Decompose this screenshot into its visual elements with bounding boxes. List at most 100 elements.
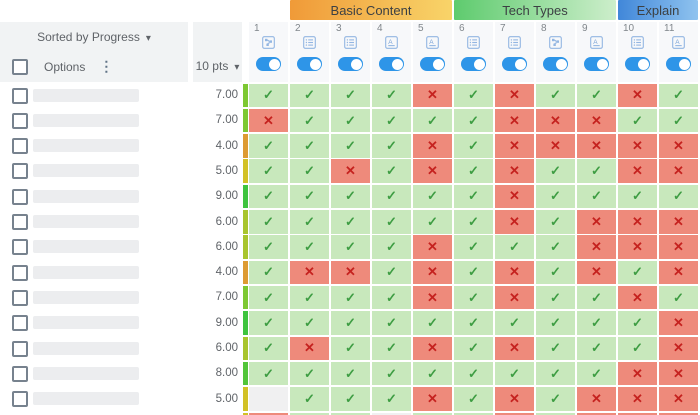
answer-cell-check[interactable]: ✓ bbox=[290, 361, 329, 386]
answer-cell-check[interactable]: ✓ bbox=[290, 83, 329, 107]
answer-cell-check[interactable]: ✓ bbox=[331, 108, 370, 133]
answer-cell-x[interactable]: ✕ bbox=[495, 184, 534, 209]
student-checkbox[interactable] bbox=[12, 239, 28, 256]
answer-cell-x[interactable]: ✕ bbox=[618, 83, 657, 107]
answer-cell-check[interactable]: ✓ bbox=[454, 159, 493, 183]
answer-cell-check[interactable]: ✓ bbox=[413, 361, 452, 386]
question-column-header-3[interactable]: 3 bbox=[331, 22, 370, 82]
student-checkbox[interactable] bbox=[12, 163, 28, 180]
student-checkbox[interactable] bbox=[12, 188, 28, 205]
sort-dropdown[interactable]: Sorted by Progress ▾ bbox=[0, 30, 188, 44]
answer-cell-x[interactable]: ✕ bbox=[618, 387, 657, 411]
answer-cell-check[interactable]: ✓ bbox=[536, 235, 575, 259]
answer-cell-check[interactable]: ✓ bbox=[372, 159, 411, 183]
answer-cell-x[interactable]: ✕ bbox=[331, 159, 370, 183]
answer-cell-check[interactable]: ✓ bbox=[536, 83, 575, 107]
answer-cell-x[interactable]: ✕ bbox=[618, 285, 657, 310]
answer-cell-check[interactable]: ✓ bbox=[249, 235, 288, 259]
question-column-header-2[interactable]: 2 bbox=[290, 22, 329, 82]
answer-cell-x[interactable]: ✕ bbox=[413, 235, 452, 259]
answer-cell-check[interactable]: ✓ bbox=[659, 83, 698, 107]
answer-cell-x[interactable]: ✕ bbox=[577, 210, 616, 234]
student-checkbox[interactable] bbox=[12, 315, 28, 332]
answer-cell-x[interactable]: ✕ bbox=[618, 210, 657, 234]
answer-cell-check[interactable]: ✓ bbox=[290, 412, 329, 415]
student-name-placeholder[interactable] bbox=[33, 316, 139, 330]
student-name-placeholder[interactable] bbox=[33, 265, 139, 279]
answer-cell-x[interactable]: ✕ bbox=[249, 412, 288, 415]
answer-cell-check[interactable]: ✓ bbox=[331, 210, 370, 234]
answer-cell-check[interactable]: ✓ bbox=[372, 260, 411, 285]
question-toggle[interactable] bbox=[420, 57, 445, 71]
answer-cell-x[interactable]: ✕ bbox=[413, 159, 452, 183]
answer-cell-x[interactable]: ✕ bbox=[249, 108, 288, 133]
answer-cell-check[interactable]: ✓ bbox=[331, 387, 370, 411]
answer-cell-check[interactable]: ✓ bbox=[659, 285, 698, 310]
answer-cell-check[interactable]: ✓ bbox=[454, 184, 493, 209]
answer-cell-check[interactable]: ✓ bbox=[454, 260, 493, 285]
question-toggle[interactable] bbox=[461, 57, 486, 71]
answer-cell-check[interactable]: ✓ bbox=[249, 260, 288, 285]
answer-cell-check[interactable]: ✓ bbox=[290, 311, 329, 335]
answer-cell-check[interactable]: ✓ bbox=[413, 184, 452, 209]
answer-cell-check[interactable]: ✓ bbox=[659, 108, 698, 133]
answer-cell-x[interactable]: ✕ bbox=[495, 260, 534, 285]
answer-cell-check[interactable]: ✓ bbox=[331, 134, 370, 158]
answer-cell-check[interactable]: ✓ bbox=[454, 311, 493, 335]
answer-cell-check[interactable]: ✓ bbox=[372, 285, 411, 310]
answer-cell-check[interactable]: ✓ bbox=[577, 311, 616, 335]
answer-cell-check[interactable]: ✓ bbox=[372, 235, 411, 259]
answer-cell-check[interactable]: ✓ bbox=[372, 108, 411, 133]
student-checkbox[interactable] bbox=[12, 112, 28, 129]
answer-cell-check[interactable]: ✓ bbox=[454, 412, 493, 415]
answer-cell-x[interactable]: ✕ bbox=[413, 83, 452, 107]
answer-cell-x[interactable]: ✕ bbox=[659, 134, 698, 158]
answer-cell-check[interactable]: ✓ bbox=[331, 336, 370, 360]
question-toggle[interactable] bbox=[584, 57, 609, 71]
student-checkbox[interactable] bbox=[12, 289, 28, 306]
answer-cell-x[interactable]: ✕ bbox=[495, 412, 534, 415]
question-toggle[interactable] bbox=[297, 57, 322, 71]
answer-cell-x[interactable]: ✕ bbox=[659, 387, 698, 411]
answer-cell-check[interactable]: ✓ bbox=[536, 260, 575, 285]
student-name-placeholder[interactable] bbox=[33, 164, 139, 178]
answer-cell-x[interactable]: ✕ bbox=[290, 336, 329, 360]
answer-cell-check[interactable]: ✓ bbox=[249, 184, 288, 209]
answer-cell-x[interactable]: ✕ bbox=[413, 285, 452, 310]
student-checkbox[interactable] bbox=[12, 391, 28, 408]
answer-cell-x[interactable]: ✕ bbox=[618, 134, 657, 158]
answer-cell-check[interactable]: ✓ bbox=[536, 184, 575, 209]
answer-cell-x[interactable]: ✕ bbox=[495, 285, 534, 310]
answer-cell-x[interactable]: ✕ bbox=[413, 336, 452, 360]
answer-cell-check[interactable]: ✓ bbox=[618, 260, 657, 285]
answer-cell-check[interactable]: ✓ bbox=[331, 361, 370, 386]
answer-cell-x[interactable]: ✕ bbox=[413, 387, 452, 411]
answer-cell-x[interactable]: ✕ bbox=[577, 260, 616, 285]
answer-cell-x[interactable]: ✕ bbox=[618, 235, 657, 259]
answer-cell-check[interactable]: ✓ bbox=[413, 108, 452, 133]
answer-cell-check[interactable]: ✓ bbox=[249, 83, 288, 107]
question-column-header-1[interactable]: 1 bbox=[249, 22, 288, 82]
answer-cell-x[interactable]: ✕ bbox=[659, 361, 698, 386]
student-checkbox[interactable] bbox=[12, 214, 28, 230]
answer-cell-check[interactable]: ✓ bbox=[413, 412, 452, 415]
student-name-placeholder[interactable] bbox=[33, 366, 139, 380]
answer-cell-check[interactable]: ✓ bbox=[290, 184, 329, 209]
student-checkbox[interactable] bbox=[12, 365, 28, 382]
answer-cell-check[interactable]: ✓ bbox=[249, 311, 288, 335]
answer-cell-check[interactable]: ✓ bbox=[290, 285, 329, 310]
kebab-menu-icon[interactable]: ⋮ bbox=[99, 58, 114, 74]
answer-cell-check[interactable]: ✓ bbox=[618, 184, 657, 209]
answer-cell-check[interactable]: ✓ bbox=[372, 210, 411, 234]
question-column-header-7[interactable]: 7 bbox=[495, 22, 534, 82]
select-all-checkbox[interactable] bbox=[12, 58, 28, 75]
student-name-placeholder[interactable] bbox=[33, 341, 139, 355]
student-name-placeholder[interactable] bbox=[33, 139, 139, 153]
answer-cell-x[interactable]: ✕ bbox=[413, 134, 452, 158]
answer-cell-check[interactable]: ✓ bbox=[413, 210, 452, 234]
answer-cell-check[interactable]: ✓ bbox=[290, 108, 329, 133]
question-toggle[interactable] bbox=[625, 57, 650, 71]
answer-cell-x[interactable]: ✕ bbox=[536, 108, 575, 133]
